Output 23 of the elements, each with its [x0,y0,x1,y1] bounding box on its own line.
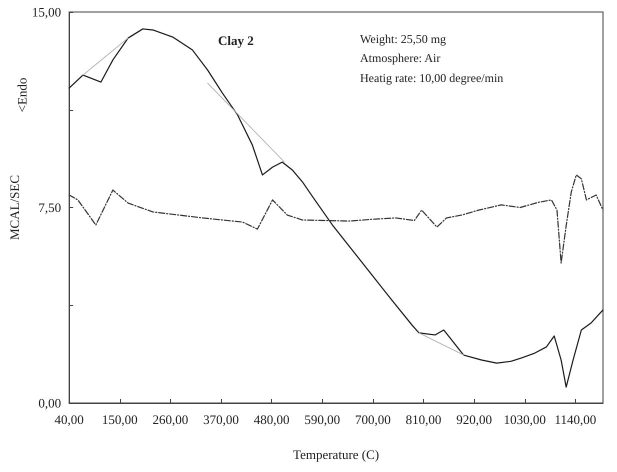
line-series [68,174,604,264]
x-tick-label: 370,00 [203,412,239,427]
x-tick-label: 920,00 [456,412,492,427]
y-tick-label: 15,00 [32,4,62,20]
x-tick-label: 1030,00 [504,412,546,427]
text: <Endo [14,78,30,112]
annotation: Atmosphere: Air [360,51,440,65]
annotation: Heatig rate: 10,00 degree/min [360,71,504,85]
y-axis-title: MCAL/SEC [7,174,22,240]
x-tick-label: 810,00 [406,412,442,427]
x-tick-label: 700,00 [355,412,391,427]
annotation: Weight: 25,50 mg [360,32,446,46]
annotation: Clay 2 [218,33,254,48]
x-tick-label: 590,00 [304,412,340,427]
x-tick-label: 150,00 [102,412,138,427]
y-tick-label: 0,00 [38,396,62,410]
x-tick-label: 480,00 [254,412,290,427]
y-tick-label: 7,50 [38,200,62,215]
x-axis-title: Temperature (C) [293,447,380,462]
line-series [68,28,604,388]
x-tick-label: 1140,00 [554,412,596,427]
x-tick-label: 260,00 [152,412,188,427]
x-tick-label: 40,00 [54,412,84,427]
